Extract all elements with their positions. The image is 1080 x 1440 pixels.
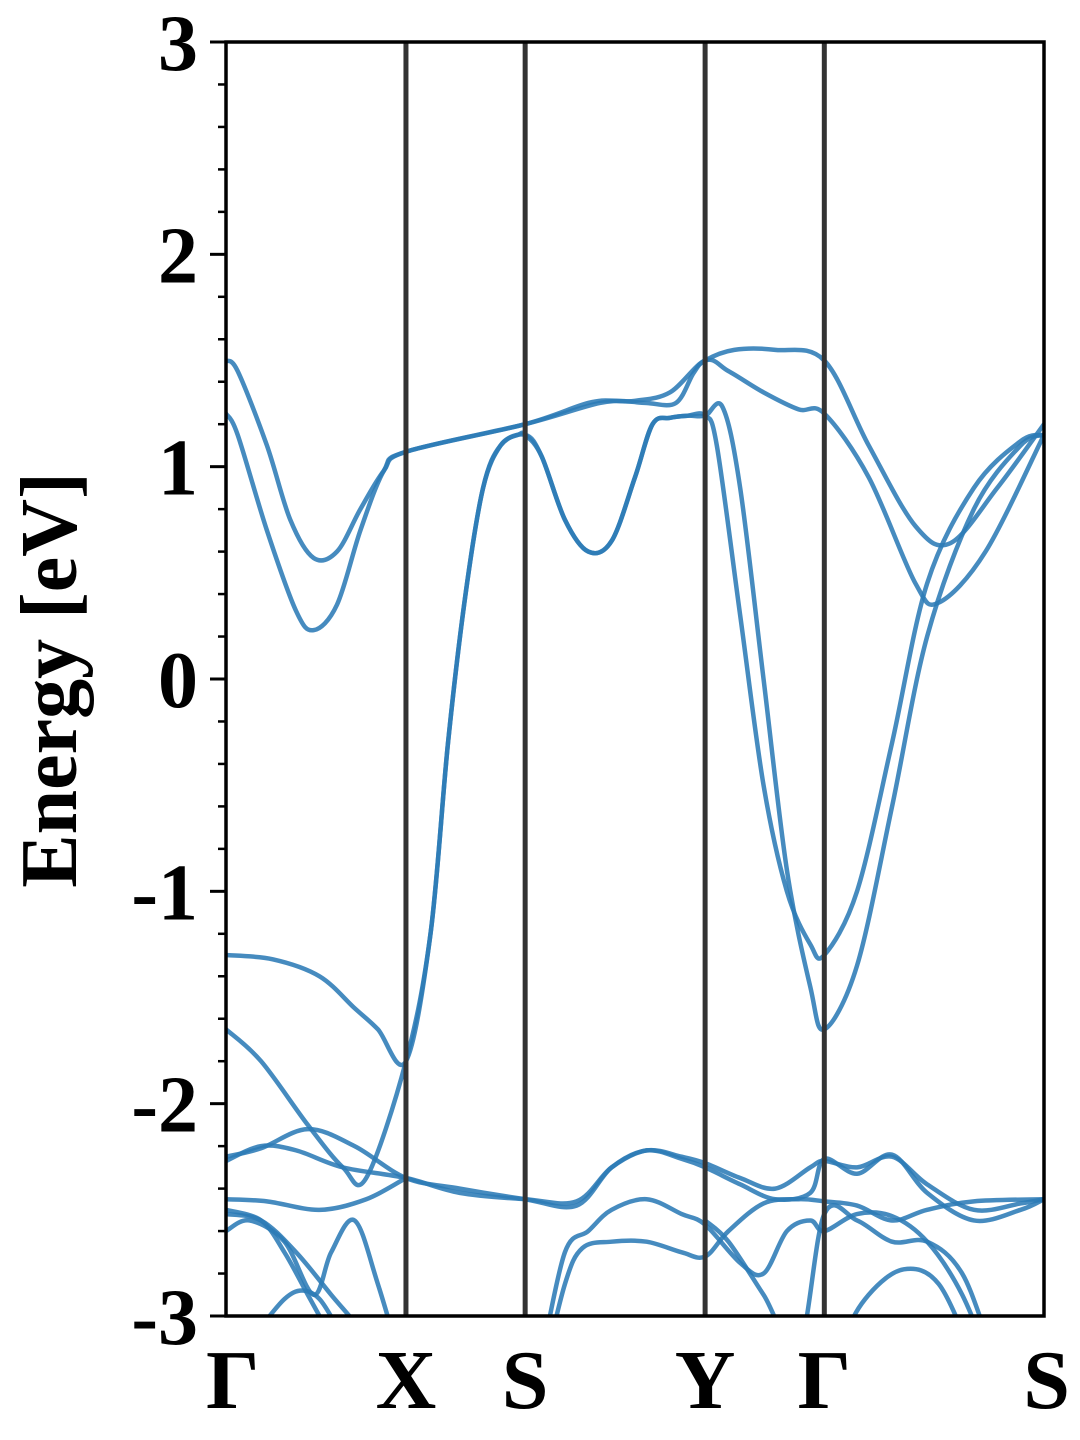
band-line-6 [226, 1126, 1044, 1224]
x-tick-label: Γ [206, 1334, 259, 1427]
high-symmetry-separators [403, 42, 827, 1316]
x-tick-label: Y [675, 1334, 736, 1427]
x-tick-label: S [1023, 1334, 1070, 1427]
band-line-3 [226, 411, 1044, 1067]
band-line-13 [554, 1196, 1044, 1316]
y-tick-label: 0 [158, 637, 198, 725]
band-line-14 [702, 1203, 983, 1316]
plot-frame [224, 40, 1046, 1318]
x-tick-label: S [502, 1334, 549, 1427]
band-line-7 [226, 1175, 409, 1213]
y-axis-ticks: 3 2 1 0 -1 -2 -3 [131, 0, 226, 1362]
y-tick-label: -3 [131, 1274, 198, 1362]
x-tick-label: X [376, 1334, 437, 1427]
y-axis-title: Energy [eV] [6, 472, 94, 887]
y-tick-label: -1 [131, 849, 198, 937]
y-tick-label: 3 [158, 0, 198, 88]
band-line-10 [226, 1207, 323, 1316]
y-tick-label: -2 [131, 1062, 198, 1150]
band-line-9 [226, 1217, 390, 1316]
axes-border [224, 40, 1046, 1318]
band-line-1 [226, 346, 1044, 563]
x-tick-label: Γ [798, 1334, 851, 1427]
band-line-12 [547, 1196, 975, 1316]
band-lines [226, 346, 1044, 1316]
y-tick-label: 1 [158, 425, 198, 513]
y-tick-label: 2 [158, 212, 198, 300]
band-line-2 [226, 357, 1044, 633]
band-line-4 [226, 401, 1044, 1188]
band-line-11 [266, 1288, 334, 1316]
band-line-15 [851, 1266, 959, 1316]
